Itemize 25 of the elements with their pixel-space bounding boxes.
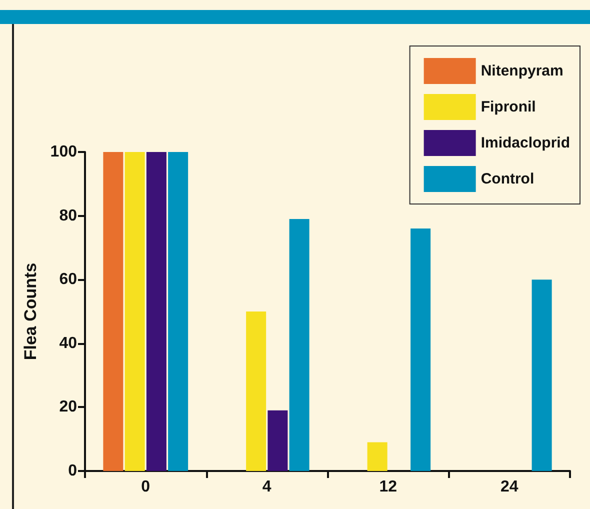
y-tick-label: 100: [50, 144, 78, 160]
x-tick-label: 12: [379, 478, 398, 496]
legend-label: Fipronil: [480, 98, 536, 116]
y-tick-label: 60: [59, 271, 78, 288]
bar: [268, 410, 288, 471]
bar: [168, 152, 188, 471]
bar: [103, 152, 124, 471]
y-tick-label: 20: [59, 398, 78, 416]
y-tick-label: 80: [59, 207, 78, 224]
x-tick-label: 24: [500, 478, 518, 496]
legend-label: Imidacloprid: [480, 134, 570, 152]
bar: [246, 312, 266, 471]
y-tick-label: 40: [59, 334, 78, 352]
x-tick-label: 0: [141, 478, 150, 496]
bar: [124, 152, 145, 471]
y-axis-title: Flea Counts: [21, 262, 40, 360]
bar: [532, 280, 552, 471]
x-tick-label: 4: [262, 478, 272, 496]
bar: [146, 152, 166, 471]
legend-label: Control: [480, 170, 534, 188]
bar: [367, 442, 388, 471]
legend-label: Nitenpyram: [480, 62, 564, 80]
bar: [289, 218, 310, 471]
bar: [410, 228, 431, 471]
y-tick-label: 0: [68, 462, 78, 480]
